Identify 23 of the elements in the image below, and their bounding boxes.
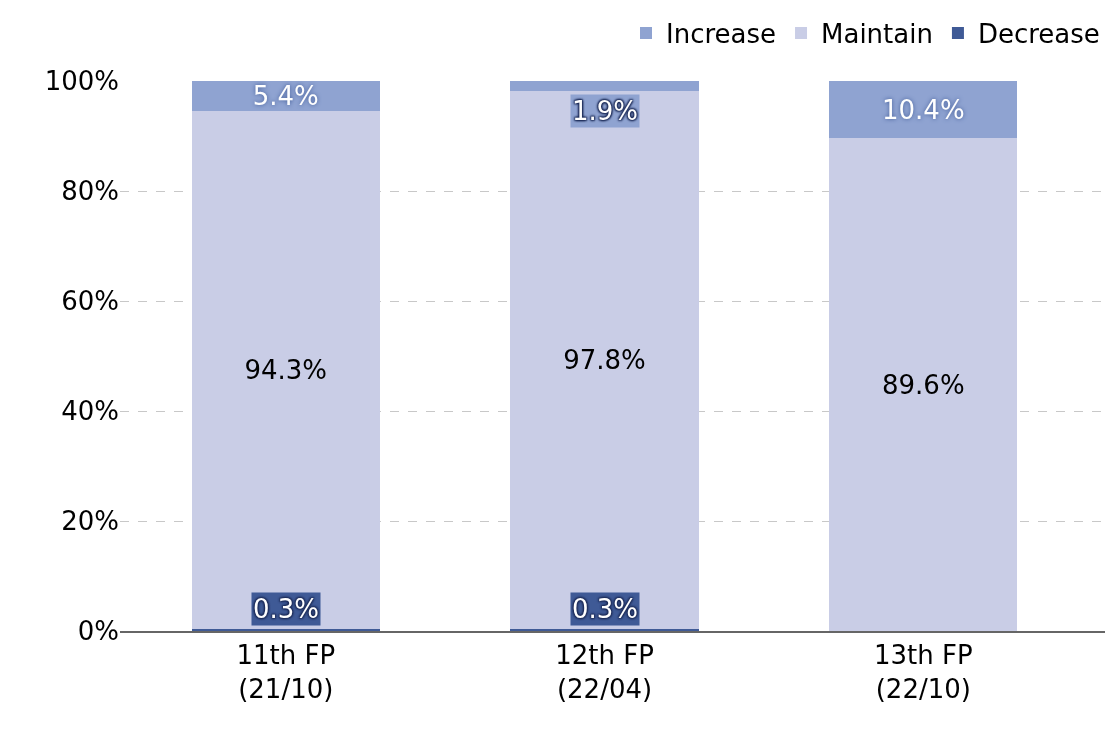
y-tick-label: 100% [44, 66, 119, 97]
data-label: 97.8% [563, 345, 646, 376]
data-label: 0.3% [572, 594, 639, 624]
data-label: 5.4% [252, 80, 319, 111]
y-tick-label: 60% [61, 286, 119, 317]
legend-label: Maintain [821, 19, 933, 50]
x-tick-label: 13th FP (22/10) [873, 640, 973, 704]
x-tick-label: 12th FP (22/04) [555, 640, 654, 704]
data-label: 89.6% [882, 369, 965, 400]
y-tick-label: 20% [61, 506, 119, 537]
x-tick-label: 11th FP (21/10) [236, 640, 336, 704]
legend-label: Increase [666, 19, 777, 50]
y-tick-label: 40% [61, 396, 119, 427]
data-label: 94.3% [244, 355, 328, 386]
data-label: 1.9% [572, 96, 639, 126]
y-tick-label: 0% [77, 616, 119, 647]
bar [191, 110, 380, 630]
bar [510, 91, 699, 630]
y-tick-label: 80% [61, 176, 119, 207]
data-label: 0.3% [253, 594, 320, 624]
legend-label: Decrease [977, 19, 1100, 50]
bar [829, 138, 1018, 631]
data-label: 10.4% [882, 94, 965, 125]
